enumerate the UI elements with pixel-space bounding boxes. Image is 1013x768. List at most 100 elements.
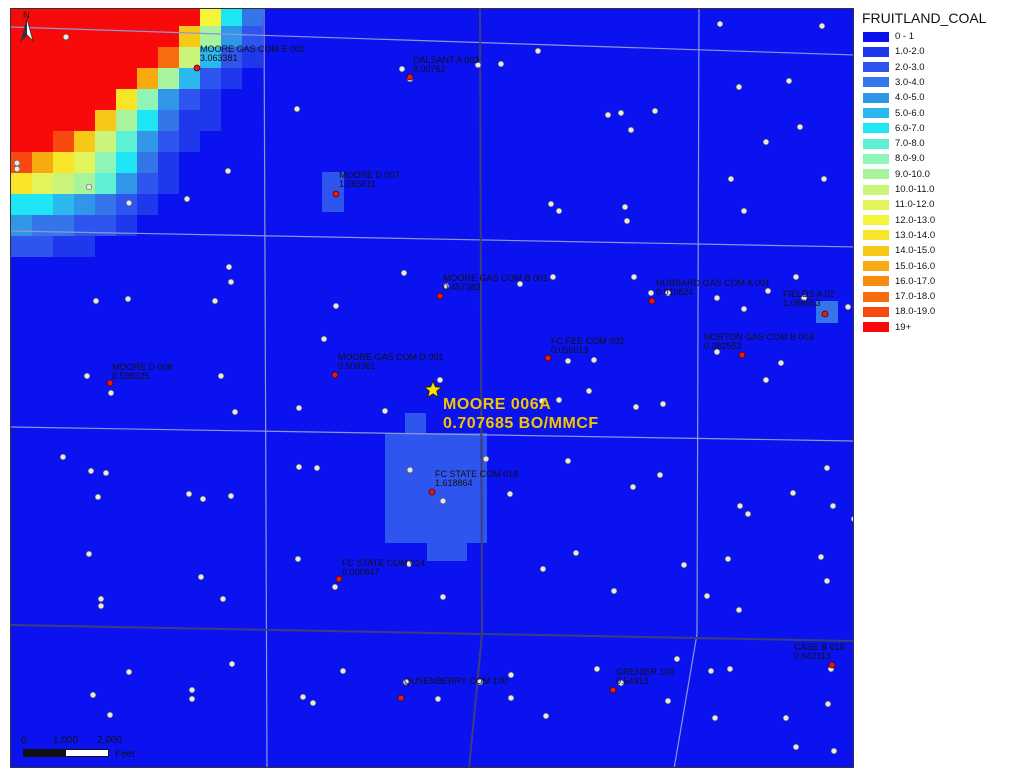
well-dot bbox=[713, 348, 721, 356]
well-dot bbox=[295, 404, 303, 412]
well-dot bbox=[497, 60, 505, 68]
heat-cell bbox=[221, 26, 242, 47]
well-dot bbox=[716, 20, 724, 28]
heat-cell bbox=[74, 47, 95, 68]
legend-label: 10.0-11.0 bbox=[895, 184, 935, 195]
well-dot bbox=[188, 695, 196, 703]
well-dot bbox=[673, 655, 681, 663]
heat-cell bbox=[116, 26, 137, 47]
legend-item: 0 - 1 bbox=[863, 30, 914, 43]
scale-tick-1000: 1,000 bbox=[53, 735, 79, 746]
well-dot bbox=[439, 593, 447, 601]
red-well-marker bbox=[106, 379, 114, 387]
heat-cell bbox=[200, 26, 221, 47]
north-arrow: N bbox=[17, 9, 37, 45]
legend-label: 13.0-14.0 bbox=[895, 229, 936, 241]
well-name: MOORE GAS COM E 001 bbox=[200, 44, 306, 54]
well-dot bbox=[92, 297, 100, 305]
heat-cell bbox=[179, 131, 200, 152]
heat-cell bbox=[32, 215, 53, 236]
heat-cell bbox=[74, 152, 95, 173]
heat-cell bbox=[116, 131, 137, 152]
well-value: 0.082553 bbox=[704, 341, 742, 351]
heat-cell bbox=[32, 110, 53, 131]
legend-item: 12.0-13.0 bbox=[863, 214, 935, 227]
heat-cell bbox=[95, 173, 116, 194]
well-label: FC FEE COM 002 0.056013 bbox=[551, 337, 624, 355]
heat-cell bbox=[158, 89, 179, 110]
map-surface bbox=[11, 9, 853, 767]
well-dot bbox=[339, 667, 347, 675]
well-dot bbox=[593, 665, 601, 673]
well-name: MOORE GAS COM B 001 bbox=[443, 273, 549, 283]
well-dot bbox=[680, 561, 688, 569]
red-well-marker bbox=[332, 190, 340, 198]
heat-cell bbox=[116, 47, 137, 68]
heat-cell bbox=[53, 9, 74, 26]
map-canvas[interactable]: N 0 1,000 2,000 Feet MOORE GAS COM E 001… bbox=[10, 8, 854, 768]
well-name: MOORE D 007 bbox=[339, 170, 400, 180]
heat-cell bbox=[116, 68, 137, 89]
heat-cell bbox=[95, 152, 116, 173]
heat-cell bbox=[95, 131, 116, 152]
red-well-marker bbox=[406, 73, 414, 81]
well-dot bbox=[632, 403, 640, 411]
legend-item: 7.0-8.0 bbox=[863, 137, 925, 150]
heat-cell bbox=[200, 68, 221, 89]
heat-cell bbox=[11, 236, 32, 257]
well-dot bbox=[400, 269, 408, 277]
well-dot bbox=[217, 372, 225, 380]
legend-label: 8.0-9.0 bbox=[895, 153, 925, 165]
heat-cell bbox=[95, 89, 116, 110]
well-dot bbox=[85, 550, 93, 558]
heat-cell bbox=[95, 68, 116, 89]
red-well-marker bbox=[397, 694, 405, 702]
target-well-value: 0.707685 BO/MMCF bbox=[443, 415, 599, 432]
well-dot bbox=[97, 602, 105, 610]
heat-cell bbox=[32, 26, 53, 47]
well-dot bbox=[823, 577, 831, 585]
well-value: 1.618864 bbox=[435, 478, 473, 488]
well-name: MOORE D 008 bbox=[112, 362, 173, 372]
well-dot bbox=[293, 105, 301, 113]
legend-item: 1.0-2.0 bbox=[863, 45, 925, 58]
well-dot bbox=[405, 560, 413, 568]
red-well-marker bbox=[335, 575, 343, 583]
heat-cell bbox=[53, 47, 74, 68]
well-dot bbox=[332, 302, 340, 310]
well-value: 0.500361 bbox=[338, 361, 376, 371]
heat-cell bbox=[200, 89, 221, 110]
section-line bbox=[11, 26, 853, 56]
well-dot bbox=[736, 502, 744, 510]
well-name: HORTON GAS COM B 003 bbox=[704, 332, 814, 342]
well-dot bbox=[627, 126, 635, 134]
heat-cell bbox=[95, 47, 116, 68]
well-dot bbox=[442, 282, 450, 290]
well-dot bbox=[13, 159, 21, 167]
legend-label: 15.0-16.0 bbox=[895, 260, 936, 272]
well-dot bbox=[824, 700, 832, 708]
target-well-star-icon bbox=[423, 379, 443, 399]
red-well-marker bbox=[738, 351, 746, 359]
well-dot bbox=[724, 555, 732, 563]
legend-swatch bbox=[863, 276, 889, 287]
heat-cell bbox=[95, 194, 116, 215]
heat-cell bbox=[200, 47, 221, 68]
legend-swatch bbox=[863, 291, 889, 302]
heat-cell bbox=[32, 152, 53, 173]
heat-cell bbox=[32, 47, 53, 68]
legend-swatch bbox=[863, 215, 889, 226]
well-dot bbox=[647, 289, 655, 297]
well-dot bbox=[106, 711, 114, 719]
well-dot bbox=[542, 712, 550, 720]
well-dot bbox=[850, 516, 853, 522]
heat-cell bbox=[116, 152, 137, 173]
well-dot bbox=[735, 83, 743, 91]
well-value: 0.598325 bbox=[112, 371, 150, 381]
heat-cell bbox=[137, 26, 158, 47]
well-dot bbox=[744, 510, 752, 518]
well-dot bbox=[796, 123, 804, 131]
heat-cell bbox=[116, 110, 137, 131]
well-dot bbox=[398, 65, 406, 73]
heat-cell bbox=[53, 215, 74, 236]
